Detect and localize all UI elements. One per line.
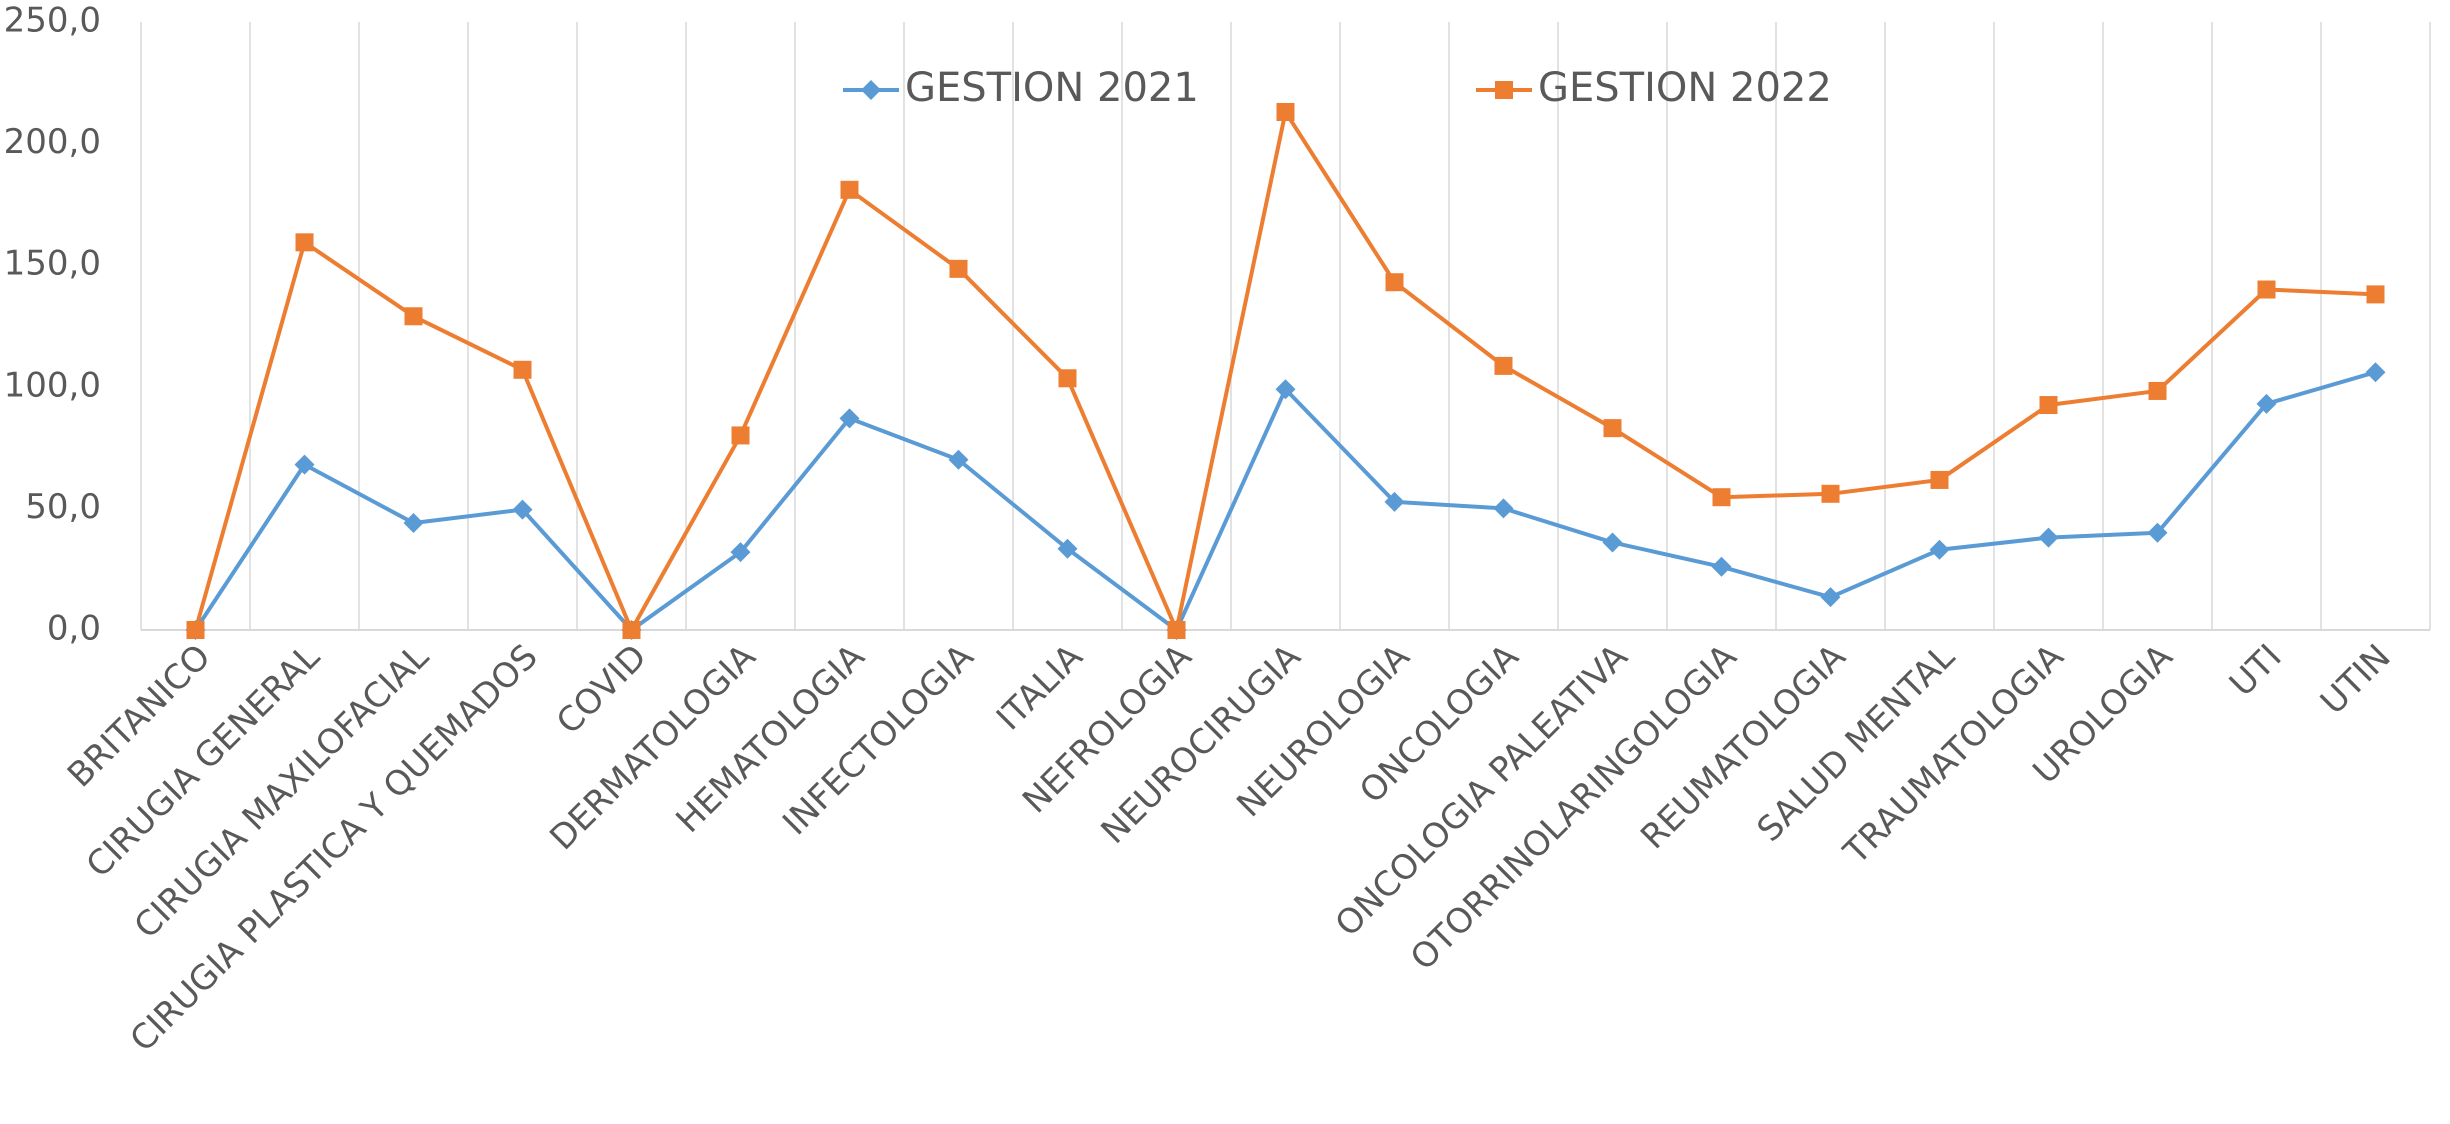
marker [295, 233, 314, 252]
marker [2039, 396, 2058, 415]
marker [622, 621, 641, 639]
marker [2365, 362, 2386, 383]
x-tick-label: CIRUGIA PLASTICA Y QUEMADOS [123, 637, 546, 1060]
marker [1494, 356, 1513, 375]
y-tick-label: 150,0 [4, 244, 101, 284]
x-tick-label: INFECTOLOGIA [775, 637, 981, 843]
marker [2038, 527, 2059, 548]
marker [294, 454, 315, 475]
y-tick-label: 100,0 [4, 365, 101, 405]
x-tick-label: ITALIA [989, 637, 1091, 739]
marker [1385, 273, 1404, 292]
x-tick-label: NEUROCIRUGIA [1094, 637, 1309, 852]
marker [1711, 556, 1732, 577]
marker [1057, 538, 1078, 559]
marker [403, 512, 424, 533]
marker [512, 499, 533, 520]
x-tick-label: SALUD MENTAL [1750, 637, 1963, 850]
marker [1821, 484, 1840, 503]
x-tick-label: UTI [2222, 637, 2290, 705]
marker [1167, 621, 1186, 639]
y-tick-label: 200,0 [4, 122, 101, 162]
legend-label: GESTION 2021 [905, 65, 1199, 111]
marker [1712, 488, 1731, 507]
marker [2147, 522, 2168, 543]
marker [1930, 470, 1949, 489]
marker [948, 449, 969, 470]
marker [2256, 393, 2277, 414]
legend-label: GESTION 2022 [1538, 65, 1832, 111]
marker [2257, 280, 2276, 299]
marker [731, 426, 750, 445]
marker [1929, 539, 1950, 560]
y-tick-label: 0,0 [47, 609, 101, 649]
y-tick-label: 250,0 [4, 1, 101, 41]
marker [949, 259, 968, 278]
marker [1820, 587, 1841, 608]
marker [1495, 81, 1513, 99]
marker [1058, 369, 1077, 388]
marker [1276, 102, 1295, 121]
marker [730, 542, 751, 563]
marker [186, 621, 205, 639]
x-tick-label: COVID [549, 637, 655, 743]
x-tick-label: UTIN [2313, 637, 2399, 723]
x-tick-label: HEMATOLOGIA [668, 637, 872, 841]
marker [1384, 491, 1405, 512]
marker [2366, 285, 2385, 304]
marker [861, 80, 881, 100]
marker [1603, 419, 1622, 438]
marker [2148, 381, 2167, 400]
marker [1493, 498, 1514, 519]
marker [840, 180, 859, 199]
x-tick-label: DERMATOLOGIA [542, 637, 763, 858]
x-tick-label: REUMATOLOGIA [1633, 637, 1853, 857]
marker [839, 408, 860, 429]
marker [1275, 379, 1296, 400]
marker [513, 360, 532, 379]
y-tick-label: 50,0 [25, 487, 101, 527]
marker [404, 307, 423, 326]
marker [1602, 532, 1623, 553]
